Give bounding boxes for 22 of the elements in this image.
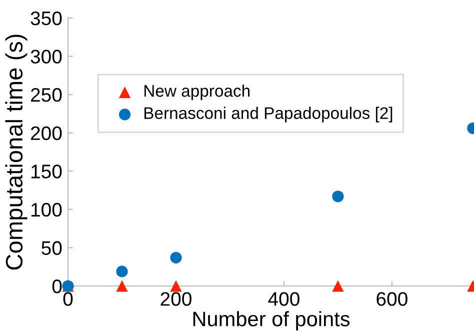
legend-label: New approach [144, 84, 250, 100]
legend-label: Bernasconi and Papadopoulos [2] [144, 106, 392, 122]
y-tick-label: 200 [30, 126, 62, 140]
y-tick-label: 100 [31, 202, 62, 217]
x-axis-title: Number of points [193, 311, 350, 330]
y-tick-label: 50 [42, 241, 62, 255]
x-tick-label: 200 [160, 292, 192, 306]
y-tick-label: 300 [30, 50, 62, 64]
point [170, 280, 182, 292]
y-tick-label: 150 [31, 164, 62, 178]
y-tick-label: 0 [52, 279, 62, 294]
y-tick-label: 350 [30, 11, 62, 26]
point [332, 280, 344, 292]
point [332, 190, 344, 202]
x-tick-label: 400 [268, 292, 300, 306]
point [116, 280, 128, 292]
point [116, 266, 128, 278]
x-tick-label: 0 [63, 292, 73, 306]
y-axis-title: Computational time (s) [5, 34, 28, 270]
y-tick-label: 250 [30, 88, 62, 102]
x-tick-label: 600 [376, 292, 408, 306]
point [170, 252, 182, 264]
